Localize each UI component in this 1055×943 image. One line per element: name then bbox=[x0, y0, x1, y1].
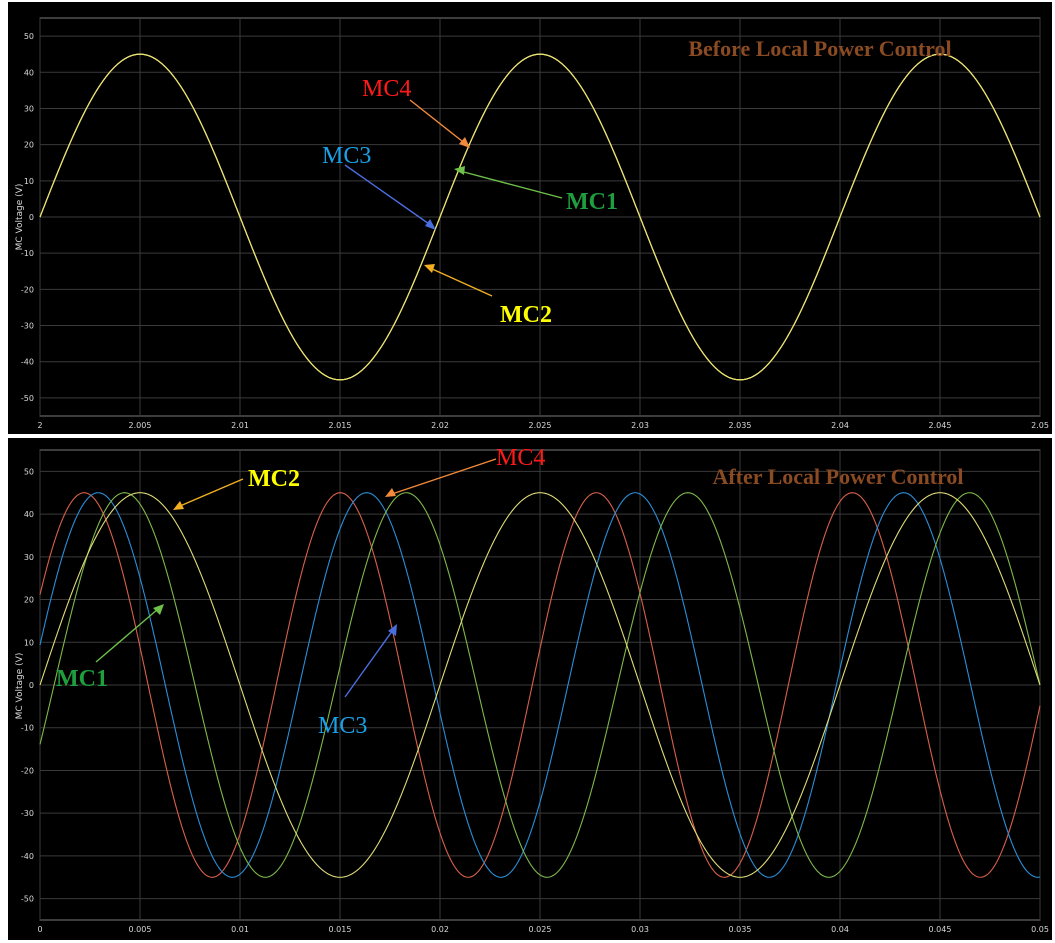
x-tick-label: 2 bbox=[37, 421, 42, 430]
y-tick-label: 10 bbox=[24, 638, 34, 647]
x-tick-label: 0.015 bbox=[329, 925, 352, 934]
arrow-mc2-before bbox=[429, 267, 493, 297]
arrowhead-mc3-after bbox=[388, 624, 397, 636]
y-tick-label: 20 bbox=[24, 596, 34, 605]
arrowhead-mc2-before bbox=[424, 264, 435, 273]
x-tick-label: 2.03 bbox=[631, 421, 649, 430]
series-line-mc4 bbox=[39, 53, 1041, 381]
series-line-mc4 bbox=[39, 492, 1041, 878]
x-ticks-before: 2 2.005 2.01 2.015 2.02 2.025 2.03 2.035 2.04 2.0… bbox=[37, 421, 1048, 430]
x-tick-label: 2.005 bbox=[129, 421, 152, 430]
series-line-mc1 bbox=[39, 492, 1041, 878]
x-tick-label: 0.045 bbox=[929, 925, 952, 934]
arrowhead-mc1-after bbox=[153, 604, 164, 615]
y-tick-label: -30 bbox=[21, 809, 34, 818]
label-mc3-after: MC3 bbox=[318, 713, 367, 739]
x-tick-label: 2.01 bbox=[231, 421, 249, 430]
x-tick-label: 0.05 bbox=[1031, 925, 1049, 934]
arrowhead-mc1-before bbox=[454, 166, 465, 175]
y-tick-label: -10 bbox=[21, 724, 34, 733]
y-tick-label: -50 bbox=[21, 394, 34, 403]
x-ticks-after: 0 0.005 0.01 0.015 0.02 0.025 0.03 0.035 0.04 0.0… bbox=[37, 925, 1048, 934]
x-tick-label: 0.03 bbox=[631, 925, 649, 934]
y-tick-label: 0 bbox=[29, 213, 34, 222]
arrowhead-mc4-before bbox=[459, 137, 470, 148]
annotations-after: MC2 MC4 MC1 MC3 bbox=[56, 445, 545, 739]
series-line-mc3 bbox=[39, 492, 1041, 878]
y-ticks-before: 50 40 30 20 10 0 -10 -20 -30 -40 -50 bbox=[21, 32, 34, 403]
y-tick-label: 30 bbox=[24, 553, 34, 562]
y-tick-label: 10 bbox=[24, 177, 34, 186]
arrow-mc1-before bbox=[459, 170, 563, 199]
chart-title-before: Before Local Power Control bbox=[688, 36, 951, 61]
x-tick-label: 2.045 bbox=[929, 421, 952, 430]
x-tick-label: 0 bbox=[37, 925, 42, 934]
x-tick-label: 0.01 bbox=[231, 925, 249, 934]
label-mc1-before: MC1 bbox=[566, 189, 618, 215]
x-tick-label: 2.035 bbox=[729, 421, 752, 430]
y-tick-label: -40 bbox=[21, 358, 34, 367]
arrow-mc3-before bbox=[344, 164, 433, 227]
y-tick-label: -20 bbox=[21, 285, 34, 294]
arrow-mc3-after bbox=[344, 629, 394, 698]
x-tick-label: 2.04 bbox=[831, 421, 849, 430]
x-tick-label: 0.025 bbox=[529, 925, 552, 934]
y-tick-label: 50 bbox=[24, 467, 34, 476]
y-ticks-after: 50 40 30 20 10 0 -10 -20 -30 -40 -50 bbox=[21, 467, 34, 903]
panel-after: 0 0.005 0.01 0.015 0.02 0.025 0.03 0.035 0.04 0.0… bbox=[8, 438, 1052, 940]
y-tick-label: 0 bbox=[29, 681, 34, 690]
series-before bbox=[39, 53, 1041, 381]
x-tick-label: 0.04 bbox=[831, 925, 849, 934]
arrow-mc4-before bbox=[409, 99, 468, 146]
y-tick-label: -10 bbox=[21, 249, 34, 258]
y-tick-label: -20 bbox=[21, 766, 34, 775]
chart-title-after: After Local Power Control bbox=[712, 464, 963, 489]
y-tick-label: -30 bbox=[21, 322, 34, 331]
label-mc2-before: MC2 bbox=[500, 302, 552, 328]
y-tick-label: -40 bbox=[21, 852, 34, 861]
x-tick-label: 2.02 bbox=[431, 421, 449, 430]
arrow-mc2-after bbox=[179, 478, 244, 507]
y-tick-label: 20 bbox=[24, 141, 34, 150]
gridlines-after bbox=[39, 450, 1041, 920]
arrowhead-mc4-after bbox=[385, 488, 396, 497]
label-mc1-after: MC1 bbox=[56, 666, 108, 692]
y-axis-label-before: MC Voltage (V) bbox=[15, 184, 25, 251]
y-tick-label: 50 bbox=[24, 32, 34, 41]
label-mc4-after: MC4 bbox=[496, 445, 545, 471]
x-tick-label: 2.015 bbox=[329, 421, 352, 430]
panel-before: 2 2.005 2.01 2.015 2.02 2.025 2.03 2.035 2.04 2.0… bbox=[8, 2, 1052, 434]
series-after bbox=[39, 492, 1041, 878]
gridlines-before bbox=[39, 18, 1041, 416]
x-tick-label: 0.035 bbox=[729, 925, 752, 934]
y-tick-label: 40 bbox=[24, 68, 34, 77]
label-mc2-after: MC2 bbox=[248, 466, 300, 492]
arrowhead-mc3-before bbox=[425, 219, 436, 230]
arrow-mc1-after bbox=[95, 608, 159, 663]
y-tick-label: 40 bbox=[24, 510, 34, 519]
label-mc3-before: MC3 bbox=[322, 143, 371, 169]
y-tick-label: -50 bbox=[21, 895, 34, 904]
arrow-mc4-after bbox=[391, 458, 497, 495]
x-tick-label: 0.005 bbox=[129, 925, 152, 934]
annotations-before: MC4 MC3 MC1 MC2 bbox=[322, 76, 618, 328]
x-tick-label: 2.05 bbox=[1031, 421, 1049, 430]
label-mc4-before: MC4 bbox=[362, 76, 411, 102]
x-tick-label: 2.025 bbox=[529, 421, 552, 430]
y-tick-label: 30 bbox=[24, 104, 34, 113]
y-axis-label-after: MC Voltage (V) bbox=[15, 653, 25, 720]
x-tick-label: 0.02 bbox=[431, 925, 449, 934]
series-line-mc2 bbox=[39, 492, 1041, 878]
arrowhead-mc2-after bbox=[173, 501, 184, 510]
